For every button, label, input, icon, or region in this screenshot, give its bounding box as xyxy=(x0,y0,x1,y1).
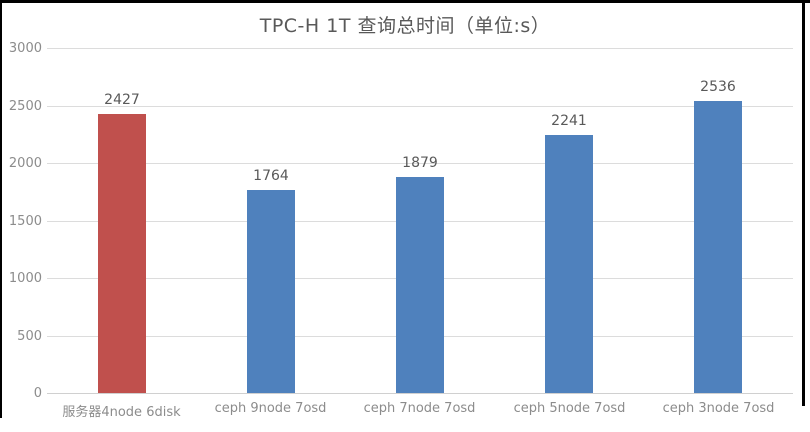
x-axis-category-label: ceph 9node 7osd xyxy=(214,401,327,416)
window-border-right xyxy=(802,0,805,406)
bar-value-label: 1764 xyxy=(253,168,289,184)
gridline xyxy=(47,163,793,164)
y-axis-tick-label: 1500 xyxy=(8,214,42,229)
bar-value-label: 2427 xyxy=(104,92,140,108)
bar-ceph-series-3[interactable] xyxy=(545,135,593,393)
window-border-left xyxy=(0,0,2,418)
x-axis-category-label: ceph 5node 7osd xyxy=(513,401,626,416)
bar-ceph-series-2[interactable] xyxy=(396,177,444,393)
y-axis-tick-label: 1000 xyxy=(8,271,42,286)
y-axis-tick-label: 2000 xyxy=(8,156,42,171)
gridline xyxy=(47,106,793,107)
y-axis-tick-label: 3000 xyxy=(8,41,42,56)
x-axis-category-label: 服务器4node 6disk xyxy=(62,405,181,420)
bar-value-label: 2241 xyxy=(551,113,587,129)
gridline xyxy=(47,48,793,49)
bar-ceph-series-1[interactable] xyxy=(247,190,295,393)
y-axis-tick-label: 500 xyxy=(17,329,42,344)
bar-value-label: 1879 xyxy=(402,155,438,171)
x-axis-category-label: ceph 7node 7osd xyxy=(363,401,476,416)
bar-ceph-series-4[interactable] xyxy=(694,101,742,393)
bar-value-label: 2536 xyxy=(700,79,736,95)
x-axis-category-label: ceph 3node 7osd xyxy=(662,401,775,416)
y-axis-tick-label: 2500 xyxy=(8,99,42,114)
window-border-top xyxy=(0,0,810,3)
gridline xyxy=(47,393,793,394)
y-axis-tick-label: 0 xyxy=(33,386,42,401)
bar-server-series-0[interactable] xyxy=(98,114,146,393)
chart-title: TPC-H 1T 查询总时间（单位:s） xyxy=(259,15,551,37)
